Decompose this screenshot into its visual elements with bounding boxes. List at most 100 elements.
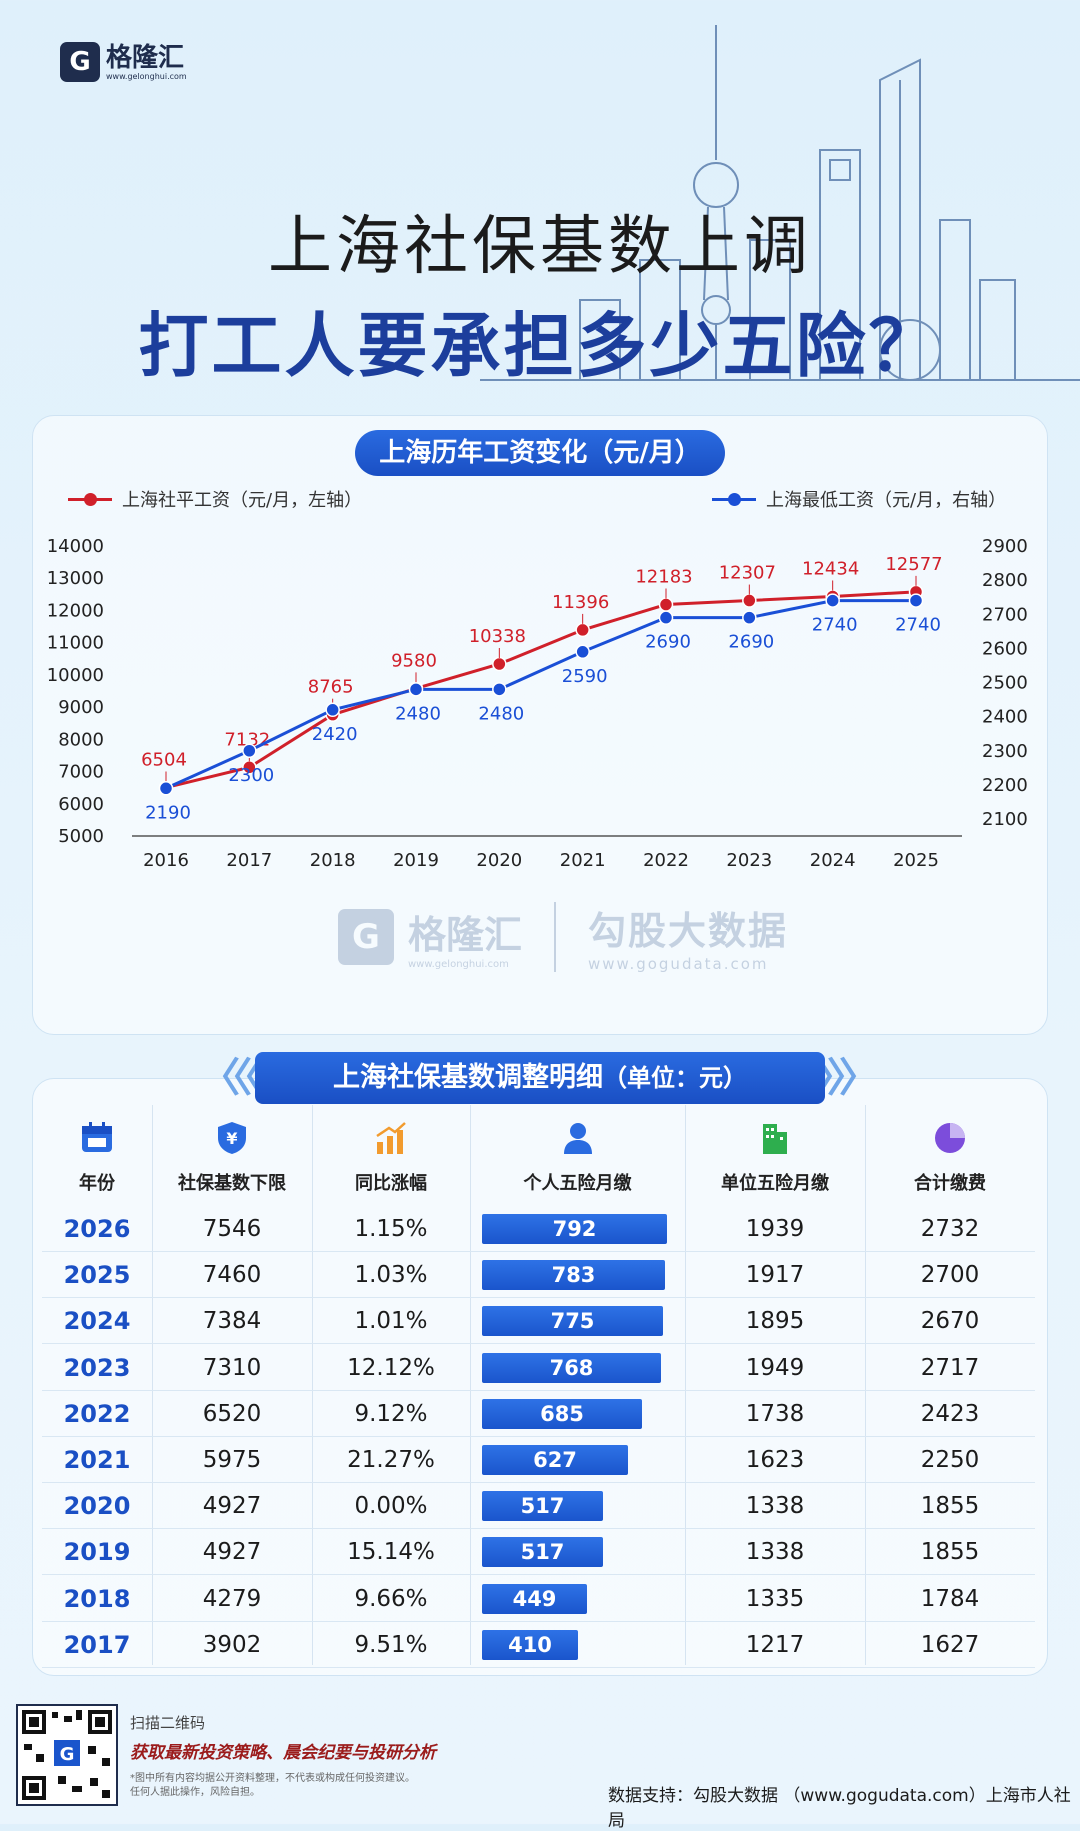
wage-line-chart: 14000 13000 12000 11000 10000 9000 8000 7000 600… xyxy=(47,536,1028,871)
cell-base: 3902 xyxy=(202,1631,262,1658)
table-row: 2021 5975 21.27% 1623 2250 627 xyxy=(42,1437,1035,1483)
y-left-tick-label: 7000 xyxy=(58,762,104,783)
table-row: 2019 4927 15.14% 1338 1855 517 xyxy=(42,1529,1035,1576)
legend-red-label: 上海社平工资（元/月，左轴） xyxy=(122,490,363,511)
data-label: 10338 xyxy=(469,626,526,647)
watermark-brand-url: www.gelonghui.com xyxy=(408,958,509,970)
cell-yoy: 15.14% xyxy=(347,1539,435,1566)
cell-year: 2022 xyxy=(63,1399,131,1428)
x-tick-label: 2018 xyxy=(310,850,356,871)
watermark-data-url: www.gogudata.com xyxy=(588,955,769,973)
y-right-tick-label: 2600 xyxy=(982,638,1028,659)
watermark-data: 勾股大数据 xyxy=(588,909,789,953)
y-left-tick-label: 14000 xyxy=(47,536,104,557)
y-right-tick-label: 2200 xyxy=(982,775,1028,796)
cell-yoy: 12.12% xyxy=(347,1354,435,1381)
table-row: 2023 7310 12.12% 1949 2717 768 xyxy=(42,1345,1035,1391)
shield-yuan-icon: ¥ xyxy=(218,1122,246,1154)
qr-code[interactable]: G xyxy=(16,1704,118,1806)
col-total: 合计缴费 xyxy=(865,1120,1035,1195)
cell-yoy: 21.27% xyxy=(347,1447,435,1473)
cell-total: 2250 xyxy=(920,1447,980,1473)
table-row: 2018 4279 9.66% 1335 1784 449 xyxy=(42,1576,1035,1622)
col-company: 单位五险月缴 xyxy=(685,1120,865,1195)
cell-year: 2026 xyxy=(63,1215,131,1243)
cell-company: 1217 xyxy=(745,1631,805,1658)
col-year-label: 年份 xyxy=(79,1173,115,1194)
brand-url: www.gelonghui.com xyxy=(106,71,187,81)
cell-personal-bar: 517 xyxy=(482,1537,603,1568)
watermark: G 格隆汇 www.gelonghui.com 勾股大数据 www.goguda… xyxy=(338,900,788,973)
data-label: 2300 xyxy=(228,765,274,786)
x-tick-label: 2025 xyxy=(893,850,939,871)
cell-company: 1895 xyxy=(745,1308,805,1335)
data-point xyxy=(658,610,674,625)
y-left-tick-label: 5000 xyxy=(58,826,104,847)
cell-company: 1335 xyxy=(745,1585,805,1612)
cell-yoy: 9.12% xyxy=(354,1400,428,1427)
cell-base: 7384 xyxy=(202,1308,262,1335)
cell-personal-bar: 627 xyxy=(482,1445,628,1475)
cell-year: 2018 xyxy=(63,1584,131,1613)
cell-total: 1855 xyxy=(920,1493,980,1520)
data-label: 2590 xyxy=(562,666,608,687)
x-tick-label: 2019 xyxy=(393,850,439,871)
cell-base: 6520 xyxy=(202,1400,262,1427)
footer-disclaimer-2: 任何人据此操作，风险自担。 xyxy=(130,1787,260,1798)
cell-personal-bar: 775 xyxy=(482,1306,663,1337)
data-label: 12434 xyxy=(802,558,859,579)
col-company-label: 单位五险月缴 xyxy=(721,1173,829,1194)
cell-base: 7546 xyxy=(202,1216,262,1242)
data-label: 11396 xyxy=(552,592,609,613)
data-label: 2480 xyxy=(395,703,441,724)
cell-base: 7460 xyxy=(202,1262,262,1289)
cell-total: 2670 xyxy=(920,1308,980,1335)
data-point xyxy=(325,702,340,718)
data-point xyxy=(242,743,257,758)
cell-company: 1738 xyxy=(745,1400,805,1427)
cell-personal-bar: 685 xyxy=(482,1398,642,1429)
svg-text:G: G xyxy=(60,1744,75,1765)
cell-year: 2021 xyxy=(63,1446,131,1474)
cell-total: 2732 xyxy=(920,1216,980,1242)
x-tick-label: 2016 xyxy=(143,850,189,871)
cell-total: 1855 xyxy=(920,1539,980,1566)
data-label: 2740 xyxy=(812,615,858,636)
col-total-label: 合计缴费 xyxy=(914,1173,986,1194)
cell-company: 1338 xyxy=(745,1539,805,1566)
cell-total: 1627 xyxy=(920,1631,980,1658)
series-line-avg-wage xyxy=(165,590,917,789)
shanghai-skyline-illustration xyxy=(480,25,1080,381)
y-right-tick-label: 2900 xyxy=(982,536,1028,557)
legend-blue: 上海最低工资（元/月，右轴） xyxy=(712,486,1006,512)
table-title-banner: 上海社保基数调整明细（单位：元） xyxy=(255,1052,825,1104)
data-label: 2420 xyxy=(312,724,358,745)
cell-year: 2025 xyxy=(63,1261,131,1290)
title-line1: 上海社保基数上调 xyxy=(268,210,812,284)
data-point xyxy=(575,644,590,660)
brand-logo: G 格隆汇 www.gelonghui.com xyxy=(60,42,187,82)
table-row: 2022 6520 9.12% 1738 2423 685 xyxy=(42,1391,1035,1437)
y-right-tick-label: 2500 xyxy=(982,673,1028,694)
x-tick-label: 2017 xyxy=(226,850,272,871)
cell-yoy: 0.00% xyxy=(354,1493,428,1520)
data-label: 12307 xyxy=(719,563,776,584)
table-row: 2026 7546 1.15% 1939 2732 792 xyxy=(42,1206,1035,1252)
x-tick-label: 2020 xyxy=(476,850,522,871)
y-left-tick-label: 8000 xyxy=(58,729,104,750)
cell-company: 1623 xyxy=(745,1447,805,1473)
data-label: 2740 xyxy=(895,615,941,636)
y-right-tick-label: 2800 xyxy=(982,570,1028,591)
cell-company: 1949 xyxy=(745,1354,805,1381)
table-row: 2024 7384 1.01% 1895 2670 775 xyxy=(42,1298,1035,1345)
legend-red: 上海社平工资（元/月，左轴） xyxy=(68,486,362,512)
cell-company: 1939 xyxy=(745,1216,805,1242)
cell-year: 2017 xyxy=(63,1630,131,1659)
data-label: 12183 xyxy=(635,567,692,588)
brand-name: 格隆汇 xyxy=(106,42,185,73)
y-left-tick-label: 10000 xyxy=(47,665,104,686)
data-point xyxy=(742,610,757,625)
series-line-min-wage xyxy=(165,599,916,790)
y-right-tick-label: 2100 xyxy=(982,809,1028,830)
y-right-tick-label: 2700 xyxy=(982,604,1028,625)
